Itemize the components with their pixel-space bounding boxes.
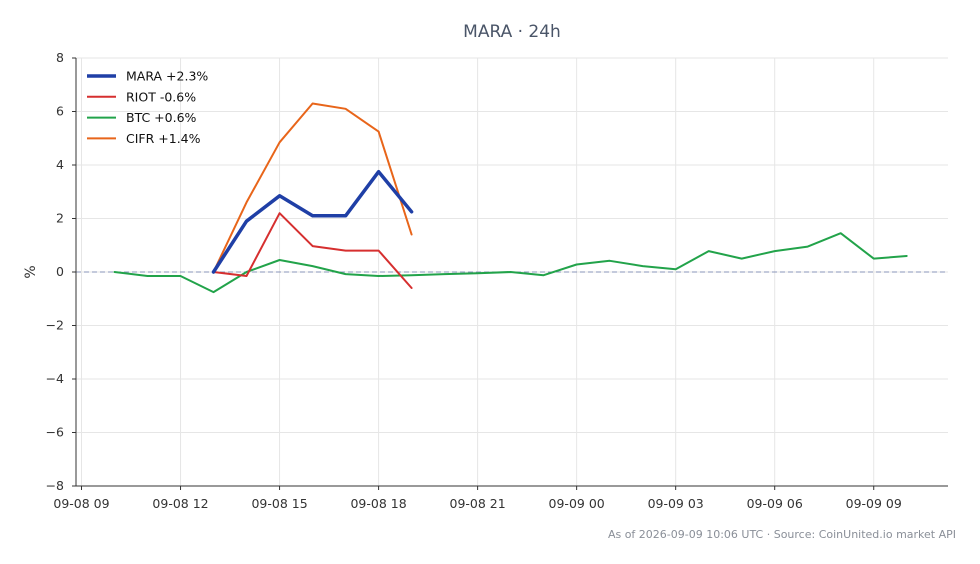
y-tick-label: 2: [56, 211, 64, 226]
series-line-btc: [113, 232, 908, 294]
y-tick-label: −4: [46, 371, 64, 386]
x-tick-label: 09-09 03: [648, 496, 704, 511]
x-tick-label: 09-08 18: [350, 496, 406, 511]
source-footer: As of 2026-09-09 10:06 UTC · Source: Coi…: [608, 528, 956, 541]
legend-label: CIFR +1.4%: [126, 131, 201, 146]
y-tick-label: −6: [46, 425, 64, 440]
x-tick-label: 09-09 00: [549, 496, 605, 511]
legend: MARA +2.3% RIOT -0.6% BTC +0.6% CIFR +1.4%: [87, 69, 208, 146]
y-tick-label: −8: [46, 478, 64, 493]
x-tick-label: 09-08 21: [450, 496, 506, 511]
legend-label: RIOT -0.6%: [126, 89, 196, 104]
y-tick-label: 8: [56, 50, 64, 65]
y-tick-label: 0: [56, 264, 64, 279]
series-line-cifr: [212, 102, 413, 273]
y-tick-label: 6: [56, 104, 64, 119]
x-tick-label: 09-08 09: [53, 496, 109, 511]
legend-label: BTC +0.6%: [126, 110, 197, 125]
axes: −8 −6 −4 −2 0 2 4 6 8 09-08 09 09-08 12 09-08 15 09-…: [46, 50, 948, 511]
y-tick-label: −2: [46, 318, 64, 333]
x-tick-label: 09-08 12: [152, 496, 208, 511]
x-tick-label: 09-09 06: [747, 496, 803, 511]
series-line-riot: [212, 212, 413, 289]
chart-title: MARA · 24h: [463, 22, 561, 42]
legend-label: MARA +2.3%: [126, 69, 208, 84]
series-line-mara: [211, 169, 414, 274]
y-axis-label: %: [23, 265, 39, 278]
x-tick-label: 09-08 15: [251, 496, 307, 511]
y-tick-label: 4: [56, 157, 64, 172]
x-tick-label: 09-09 09: [846, 496, 902, 511]
series-lines: [113, 102, 908, 294]
